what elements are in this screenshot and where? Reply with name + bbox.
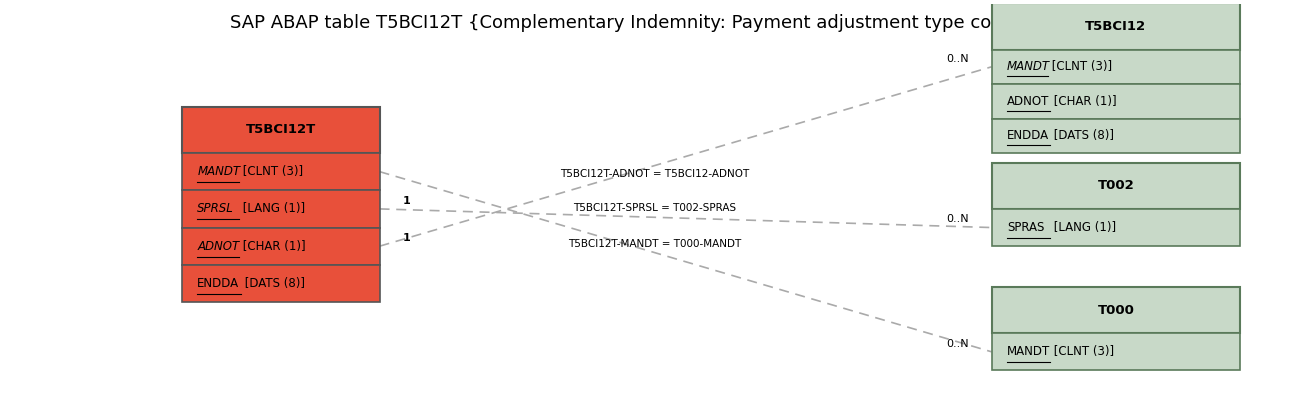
Text: [CLNT (3)]: [CLNT (3)] bbox=[1049, 60, 1112, 73]
FancyBboxPatch shape bbox=[182, 153, 380, 190]
Text: [LANG (1)]: [LANG (1)] bbox=[1050, 221, 1116, 234]
FancyBboxPatch shape bbox=[991, 4, 1240, 49]
Text: [CHAR (1)]: [CHAR (1)] bbox=[1050, 95, 1116, 108]
FancyBboxPatch shape bbox=[991, 84, 1240, 119]
FancyBboxPatch shape bbox=[182, 190, 380, 227]
Text: [CLNT (3)]: [CLNT (3)] bbox=[1050, 345, 1115, 358]
Text: [CLNT (3)]: [CLNT (3)] bbox=[238, 165, 303, 178]
Text: 1: 1 bbox=[402, 196, 410, 206]
Text: [DATS (8)]: [DATS (8)] bbox=[1050, 129, 1114, 142]
FancyBboxPatch shape bbox=[991, 119, 1240, 153]
Text: 0..N: 0..N bbox=[946, 54, 969, 64]
Text: [DATS (8)]: [DATS (8)] bbox=[241, 277, 304, 290]
Text: ADNOT: ADNOT bbox=[1007, 95, 1049, 108]
Text: T002: T002 bbox=[1098, 180, 1134, 192]
Text: SPRSL: SPRSL bbox=[198, 202, 234, 216]
Text: T5BCI12: T5BCI12 bbox=[1085, 20, 1146, 33]
Text: ENDDA: ENDDA bbox=[1007, 129, 1049, 142]
FancyBboxPatch shape bbox=[991, 287, 1240, 333]
FancyBboxPatch shape bbox=[182, 227, 380, 265]
Text: MANDT: MANDT bbox=[198, 165, 241, 178]
Text: 0..N: 0..N bbox=[946, 339, 969, 348]
Text: SAP ABAP table T5BCI12T {Complementary Indemnity: Payment adjustment type code l: SAP ABAP table T5BCI12T {Complementary I… bbox=[230, 14, 1071, 32]
Text: [LANG (1)]: [LANG (1)] bbox=[238, 202, 304, 216]
Text: SPRAS: SPRAS bbox=[1007, 221, 1045, 234]
Text: MANDT: MANDT bbox=[1007, 60, 1050, 73]
Text: T000: T000 bbox=[1098, 303, 1134, 317]
Text: T5BCI12T: T5BCI12T bbox=[246, 124, 316, 137]
FancyBboxPatch shape bbox=[991, 209, 1240, 246]
Text: T5BCI12T-ADNOT = T5BCI12-ADNOT: T5BCI12T-ADNOT = T5BCI12-ADNOT bbox=[561, 169, 749, 179]
Text: T5BCI12T-SPRSL = T002-SPRAS: T5BCI12T-SPRSL = T002-SPRAS bbox=[574, 204, 736, 213]
FancyBboxPatch shape bbox=[182, 107, 380, 153]
FancyBboxPatch shape bbox=[991, 333, 1240, 371]
Text: MANDT: MANDT bbox=[1007, 345, 1050, 358]
Text: T5BCI12T-MANDT = T000-MANDT: T5BCI12T-MANDT = T000-MANDT bbox=[569, 239, 742, 249]
Text: ENDDA: ENDDA bbox=[198, 277, 239, 290]
Text: ADNOT: ADNOT bbox=[198, 240, 239, 253]
FancyBboxPatch shape bbox=[182, 265, 380, 302]
FancyBboxPatch shape bbox=[991, 49, 1240, 84]
Text: [CHAR (1)]: [CHAR (1)] bbox=[238, 240, 306, 253]
FancyBboxPatch shape bbox=[991, 163, 1240, 209]
Text: 1: 1 bbox=[402, 233, 410, 243]
Text: 0..N: 0..N bbox=[946, 214, 969, 225]
